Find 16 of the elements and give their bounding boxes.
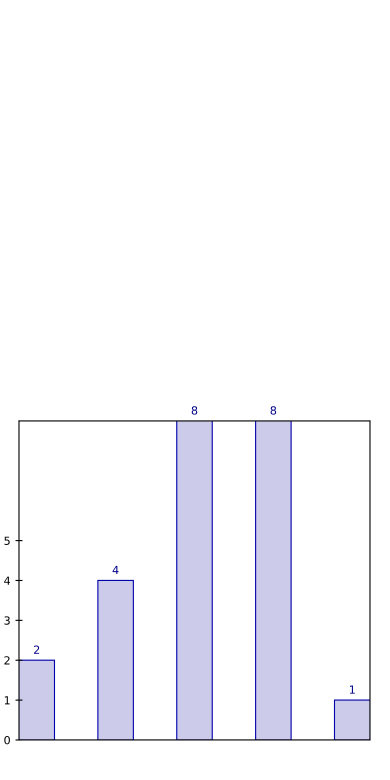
bar [255,420,292,740]
data-label: 8 [192,406,198,415]
y-tick-label: 4 [4,576,10,585]
data-label: 8 [270,406,276,415]
bar [97,580,134,740]
y-tick-label: 1 [4,696,10,704]
y-tick-label: 5 [4,536,10,545]
data-label: 2 [34,646,40,654]
y-tick-label: 2 [4,656,10,664]
y-tick-label: 0 [4,736,10,744]
data-label: 4 [112,566,119,574]
y-tick-label: 3 [4,616,10,625]
bar [176,420,213,740]
bar [18,660,56,740]
data-label: 1 [350,686,355,694]
bar [334,700,370,740]
